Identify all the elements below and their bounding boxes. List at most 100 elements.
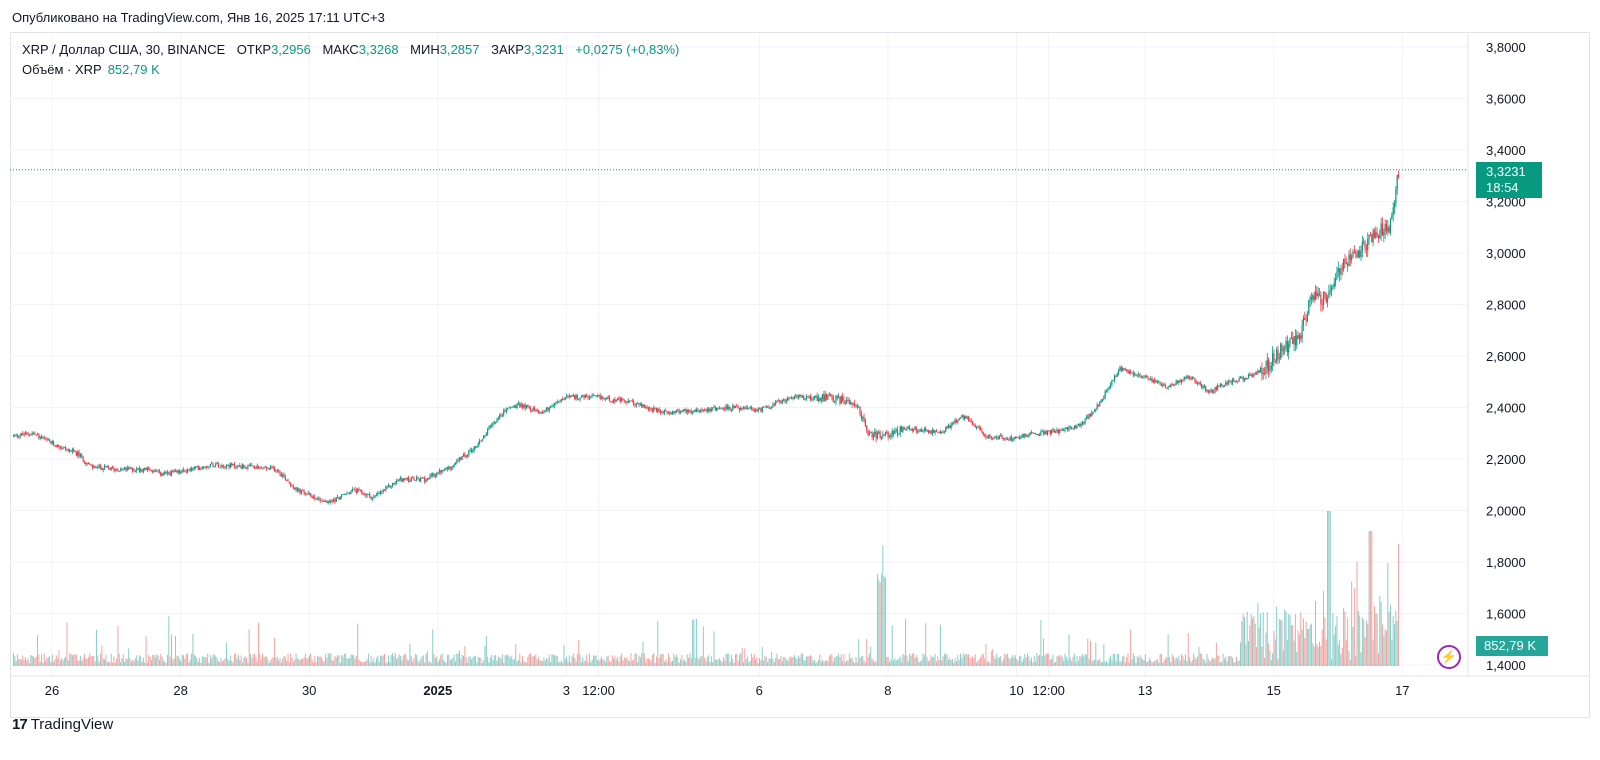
volume-bar <box>1048 653 1050 666</box>
y-tick-label: 3,8000 <box>1486 40 1526 55</box>
candle-body <box>1377 234 1380 239</box>
low-label: МИН <box>410 42 440 57</box>
candle-body <box>20 433 23 436</box>
candle-body <box>232 464 234 466</box>
candle-body <box>346 492 348 495</box>
candle-body <box>938 432 940 433</box>
volume-bar <box>917 658 919 666</box>
candle-body <box>1089 414 1092 417</box>
candle-body <box>646 407 648 408</box>
candle-body <box>1049 430 1051 434</box>
candle-body <box>61 448 63 449</box>
volume-bar <box>714 659 716 666</box>
candle-body <box>543 411 545 414</box>
volume-bar <box>792 657 794 666</box>
candle-body <box>1064 428 1066 431</box>
volume-bar <box>457 653 459 666</box>
volume-bar <box>1051 658 1053 666</box>
candle-body <box>515 405 517 408</box>
candle-body <box>1059 430 1061 434</box>
volume-bar <box>998 657 1000 666</box>
volume-bar <box>223 660 225 666</box>
volume-bar <box>659 654 661 666</box>
candle-body <box>1002 438 1004 440</box>
volume-bar <box>93 655 95 666</box>
volume-bar <box>221 661 223 666</box>
candle-body <box>789 397 791 399</box>
volume-bar <box>15 661 17 666</box>
volume-bar <box>1345 640 1347 666</box>
lightning-icon[interactable]: ⚡ <box>1437 645 1461 669</box>
volume-bar <box>166 654 168 666</box>
volume-bar <box>1049 659 1051 666</box>
volume-bar <box>42 662 44 666</box>
volume-bar <box>184 658 186 666</box>
volume-bar <box>901 661 903 666</box>
candle-body <box>28 434 31 436</box>
volume-badge: 852,79 K <box>1476 636 1548 656</box>
candle-body <box>209 463 211 467</box>
candle-body <box>1339 268 1341 275</box>
volume-bar <box>260 659 262 666</box>
candle-body <box>460 457 462 460</box>
candle-body <box>1293 336 1295 344</box>
candle-body <box>1006 438 1008 440</box>
candle-body <box>1202 386 1204 388</box>
candle-body <box>113 467 115 471</box>
volume-bar <box>969 657 971 666</box>
candle-body <box>162 473 165 475</box>
volume-bar <box>1292 624 1294 666</box>
candle-body <box>704 409 706 411</box>
candle-body <box>363 494 365 496</box>
candle-body <box>563 399 565 401</box>
candle-body <box>308 492 311 494</box>
volume-bar <box>1349 660 1351 666</box>
volume-bar <box>290 653 292 666</box>
volume-bar <box>1239 642 1241 666</box>
volume-bar <box>1210 659 1212 666</box>
candle-body <box>433 473 435 477</box>
volume-bar <box>1061 656 1063 666</box>
volume-bar <box>1314 600 1316 666</box>
candle-body <box>426 477 428 481</box>
grid-lines <box>10 33 1468 676</box>
x-tick-label: 2025 <box>423 683 452 698</box>
candle-body <box>1097 404 1100 406</box>
volume-bar <box>609 661 611 666</box>
volume-bar <box>116 658 118 666</box>
candle-body <box>474 446 477 448</box>
candle-body <box>846 400 848 404</box>
volume-bar <box>747 656 749 666</box>
volume-bar <box>150 659 152 666</box>
chart-frame[interactable] <box>10 32 1590 718</box>
candle-body <box>805 396 808 399</box>
candle-body <box>1266 359 1268 368</box>
symbol-name: XRP / Доллар США, 30, BINANCE <box>22 42 226 57</box>
candle-body <box>1250 374 1252 376</box>
close-value: 3,3231 <box>523 42 564 57</box>
volume-bar <box>24 657 26 666</box>
volume-bar <box>43 653 45 666</box>
candle-body <box>1237 380 1239 382</box>
volume-bar <box>1308 628 1310 666</box>
volume-bar <box>1075 662 1077 666</box>
volume-bar <box>709 662 711 666</box>
volume-bar <box>1261 646 1263 666</box>
volume-bar <box>550 661 552 666</box>
volume-bar <box>408 660 410 666</box>
volume-bar <box>1167 634 1169 666</box>
volume-bar <box>1194 657 1196 666</box>
candle-body <box>963 415 966 419</box>
volume-bar <box>412 661 414 666</box>
candle-body <box>1380 223 1382 235</box>
candle-body <box>710 408 712 412</box>
candle-body <box>1389 218 1392 233</box>
volume-bar <box>642 641 644 666</box>
candle-body <box>204 466 206 468</box>
volume-bar <box>596 659 598 666</box>
candle-body <box>784 399 786 402</box>
volume-bar <box>392 653 394 666</box>
volume-bar <box>595 655 597 666</box>
volume-bar <box>108 662 110 666</box>
